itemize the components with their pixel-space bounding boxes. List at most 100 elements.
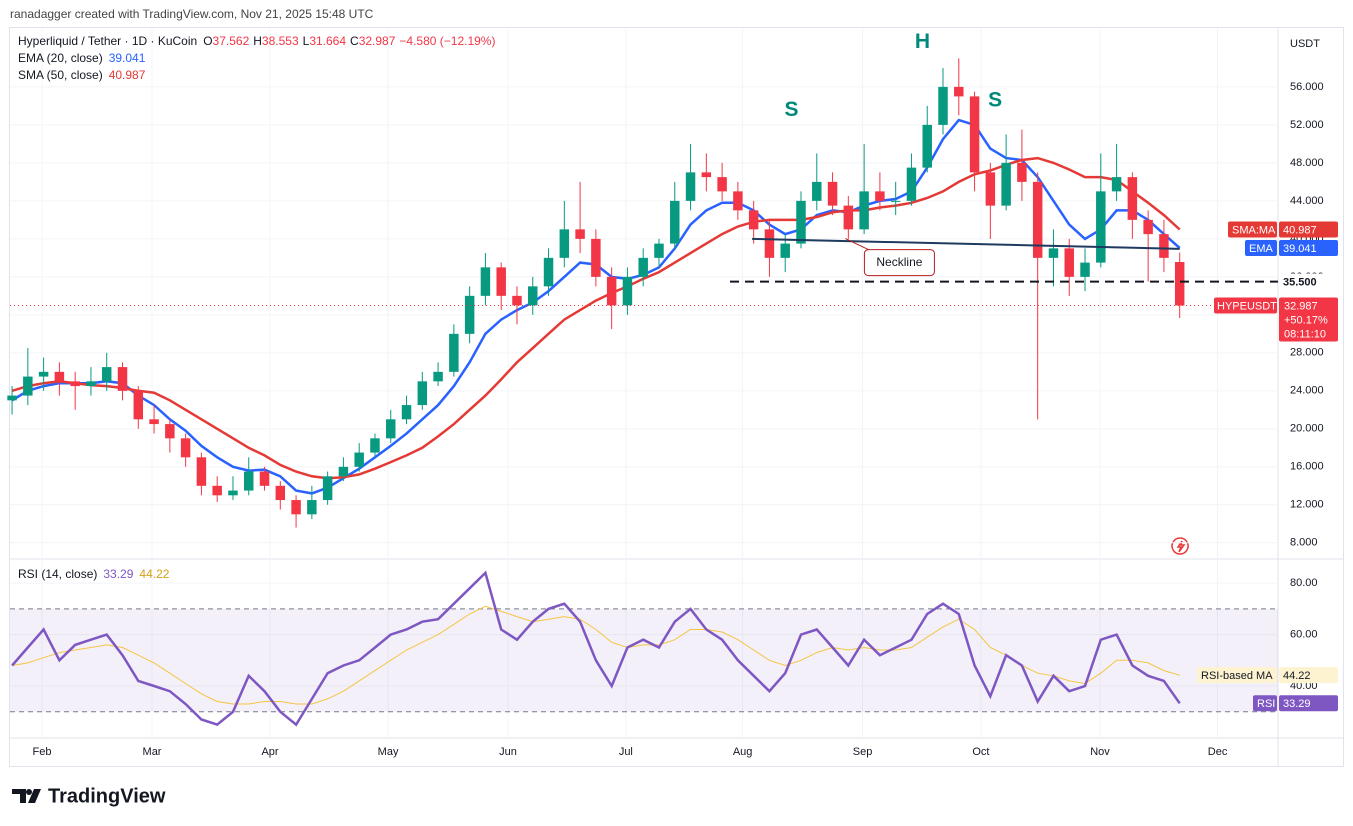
candle-body xyxy=(638,257,648,277)
candle-body xyxy=(1080,262,1090,277)
candle-body xyxy=(969,96,980,173)
legend-item: H xyxy=(253,34,262,48)
brand: TradingView xyxy=(48,785,166,807)
rsi-ma-tag-name-box xyxy=(1197,667,1277,684)
x-tick-label: Mar xyxy=(143,746,162,758)
legend-item: Hyperliquid / Tether · 1D · KuCoin xyxy=(18,34,197,48)
candle-body xyxy=(1127,177,1138,220)
y-tick-label: 20.000 xyxy=(1290,423,1324,435)
candle-body xyxy=(370,438,380,453)
ma-tag-value: 40.987 xyxy=(1283,224,1317,236)
candle-body xyxy=(575,229,585,239)
price-tag-change: +50.17% xyxy=(1284,314,1328,326)
candle-body xyxy=(843,205,854,230)
candle-body xyxy=(338,466,349,477)
legend-item: SMA (50, close) xyxy=(18,68,103,82)
price-tag: 32.987 xyxy=(1284,300,1318,312)
y-tick-label: 44.000 xyxy=(1290,195,1324,207)
legend-item: 40.987 xyxy=(109,68,146,82)
candle-body xyxy=(480,267,491,296)
candle-body xyxy=(149,419,159,425)
y-tick-label: 8.000 xyxy=(1290,537,1318,549)
ma-tag-name-box xyxy=(1245,239,1277,256)
candle-body xyxy=(1096,191,1106,263)
y-tick-label: 28.000 xyxy=(1290,347,1324,359)
legend-item: C xyxy=(350,34,359,48)
candle-body xyxy=(796,200,806,244)
rsi-tag-value: 33.29 xyxy=(1283,698,1311,710)
x-tick-label: Apr xyxy=(261,746,278,758)
candle-body xyxy=(433,371,443,382)
x-tick-label: Aug xyxy=(733,746,753,758)
candle-body xyxy=(54,371,65,382)
legend-item: 39.041 xyxy=(109,51,146,65)
rsi-tag-name-box xyxy=(1253,695,1277,712)
candle-body xyxy=(717,177,727,192)
candle-body xyxy=(591,238,601,277)
neckline-connector xyxy=(845,238,871,252)
legend: SMA (50, close) 40.987 xyxy=(18,68,146,82)
x-tick-label: Sep xyxy=(853,746,873,758)
moving-average-line xyxy=(11,156,1181,480)
candle-body xyxy=(812,181,822,201)
candle-body xyxy=(780,243,790,258)
candle-body xyxy=(354,452,364,467)
price-tag-box xyxy=(1279,297,1338,342)
legend-item: 31.664 xyxy=(309,34,346,48)
rsi-ma-tag-value-box xyxy=(1279,667,1338,684)
candle-body xyxy=(23,376,33,396)
y-tick-label: 60.00 xyxy=(1290,629,1318,641)
candle-body xyxy=(890,200,901,202)
rsi-ma-tag-value: 44.22 xyxy=(1283,670,1311,682)
candle-body xyxy=(496,267,506,296)
level-tag: 35.500 xyxy=(1283,277,1317,289)
candle-body xyxy=(906,167,917,201)
candle-body xyxy=(922,124,932,168)
candle-body xyxy=(1048,248,1059,258)
candle-body xyxy=(1064,248,1074,277)
candle-body xyxy=(386,419,396,439)
y-tick-label: 48.000 xyxy=(1290,157,1324,169)
icon xyxy=(1171,537,1189,555)
x-tick-label: Dec xyxy=(1208,746,1228,758)
candle-body xyxy=(401,405,412,420)
legend-item: RSI (14, close) xyxy=(18,567,97,581)
y-tick-label: 80.00 xyxy=(1290,577,1318,589)
candle-body xyxy=(701,172,712,178)
candle-body xyxy=(70,381,80,387)
candle-body xyxy=(7,395,17,401)
candle-body xyxy=(622,276,633,306)
candle-body xyxy=(1001,162,1011,206)
candle-body xyxy=(543,257,554,287)
y-tick-label: 56.000 xyxy=(1290,81,1324,93)
y-tick-label: 52.000 xyxy=(1290,119,1324,131)
candle-body xyxy=(1111,177,1122,192)
candle-body xyxy=(1017,162,1027,182)
candle-body xyxy=(1143,219,1153,235)
legend: RSI (14, close) 33.29 44.22 xyxy=(18,567,170,581)
legend-item: 44.22 xyxy=(139,567,169,581)
candle-body xyxy=(938,86,948,125)
ma-tag-value: 39.041 xyxy=(1283,243,1317,255)
candle-body xyxy=(985,172,996,206)
candle-body xyxy=(165,424,175,439)
candle-body xyxy=(875,191,885,201)
legend-item: O xyxy=(203,34,212,48)
brand-logo xyxy=(12,789,41,803)
candle-body xyxy=(670,200,680,244)
candle-body xyxy=(464,295,475,334)
level-tag-box xyxy=(1279,273,1338,290)
candle-body xyxy=(101,367,112,382)
legend: Hyperliquid / Tether · 1D · KuCoin O37.56… xyxy=(18,34,495,48)
rsi-band xyxy=(10,608,1278,712)
candle-body xyxy=(117,367,128,391)
candle-body xyxy=(654,243,664,258)
candle-body xyxy=(133,390,144,420)
symbol-tag-box xyxy=(1214,297,1277,314)
candle-body xyxy=(275,485,286,501)
candle-body xyxy=(228,490,238,496)
candle-body xyxy=(859,191,869,230)
ma-tag-name: SMA:MA xyxy=(1232,224,1276,236)
neckline-label: Neckline xyxy=(876,255,922,269)
